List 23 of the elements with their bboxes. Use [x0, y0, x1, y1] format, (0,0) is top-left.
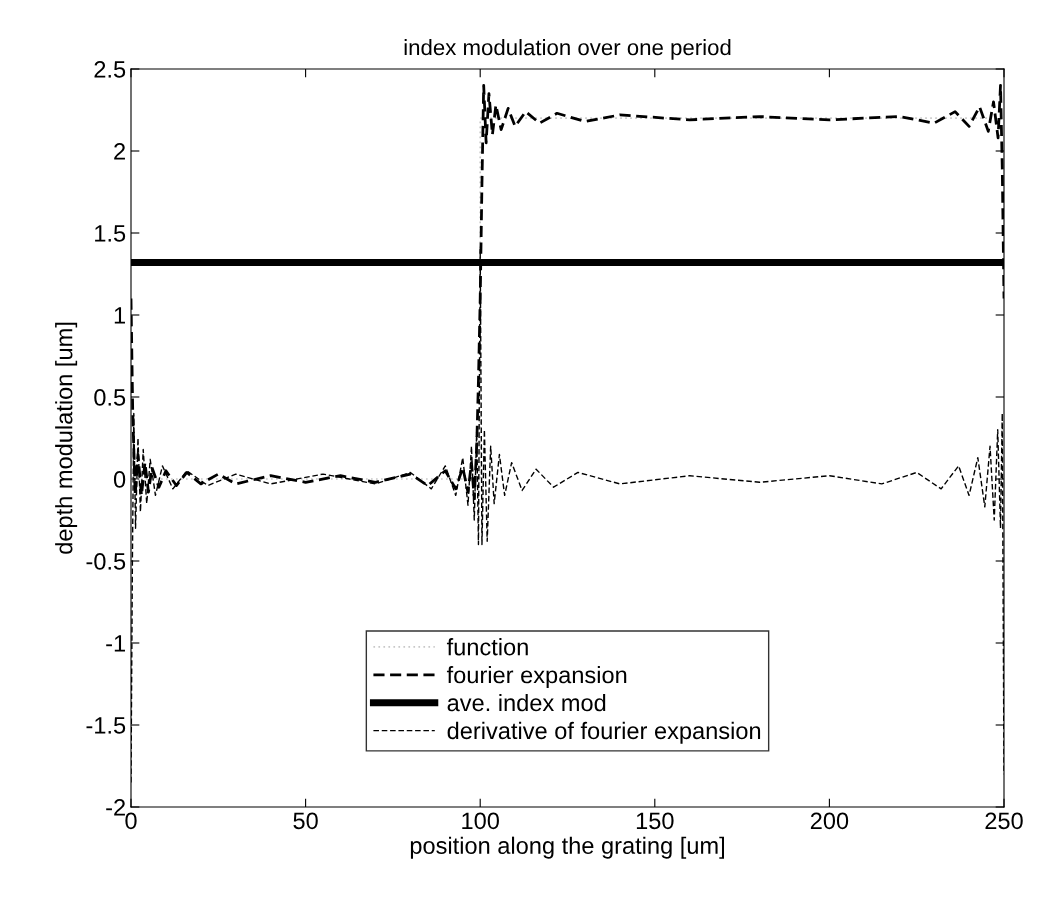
x-tick-label: 150 [636, 812, 674, 830]
y-tick-label: -2 [106, 799, 125, 816]
chart-title: index modulation over one period [404, 39, 731, 60]
y-tick-label: -0.5 [86, 553, 126, 570]
legend-label: fourier expansion [446, 666, 627, 689]
y-tick-label: -1.5 [86, 717, 126, 734]
x-tick-label: 250 [985, 812, 1023, 830]
legend-label: derivative of fourier expansion [447, 721, 761, 744]
x-tick-label: 100 [462, 812, 499, 830]
legend-label: ave. index mod [447, 693, 606, 712]
y-tick-label: 1.5 [95, 225, 126, 242]
y-tick-label: 2.5 [94, 61, 126, 78]
y-tick-label: 0.5 [94, 389, 126, 406]
y-tick-label: 0 [113, 471, 126, 488]
x-tick-label: 200 [810, 812, 849, 830]
y-axis-title: depth modulation [um] [55, 322, 78, 554]
x-tick-label: 50 [293, 812, 318, 830]
y-tick-label: 2 [114, 143, 125, 160]
x-tick-label: 0 [125, 812, 137, 830]
legend-label: function [446, 638, 528, 656]
y-tick-label: -1 [106, 635, 125, 652]
x-axis-title: position along the grating [um] [410, 836, 724, 859]
y-tick-label: 1 [114, 307, 125, 324]
